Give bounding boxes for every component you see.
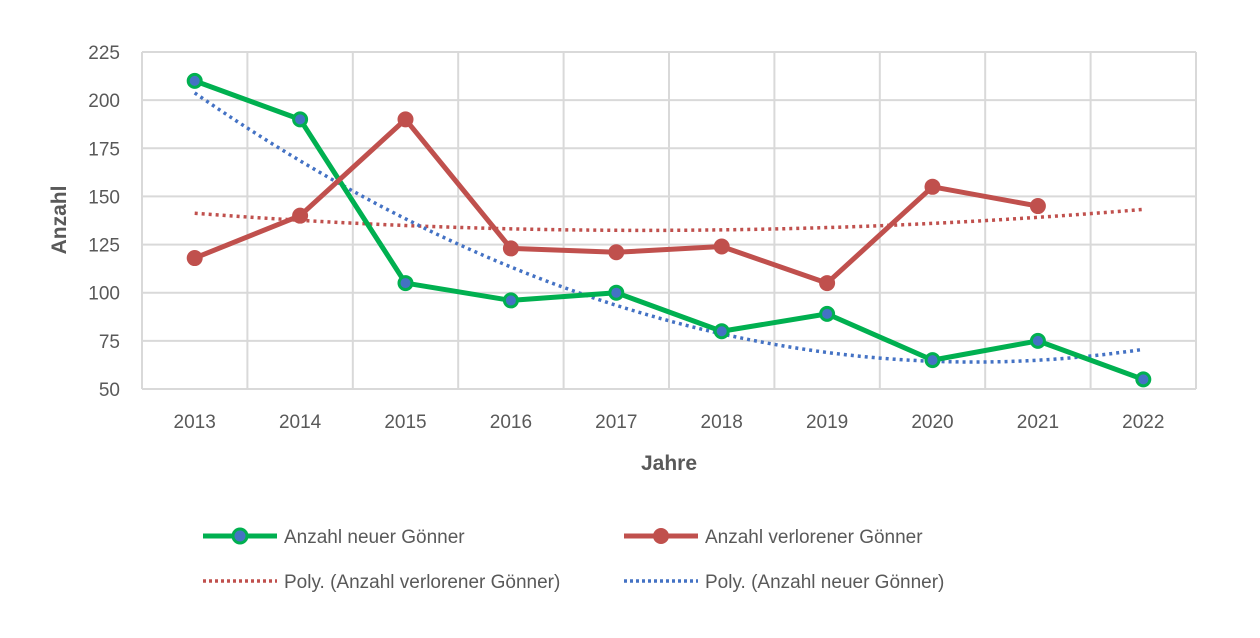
x-tick-label: 2013 [174,412,216,433]
legend-item-verlorene[interactable]: Anzahl verlorener Gönner [624,527,923,548]
x-tick-label: 2022 [1122,412,1164,433]
legend-item-poly-neue[interactable]: Poly. (Anzahl neuer Gönner) [624,572,944,593]
data-point [1135,371,1152,388]
x-tick-label: 2018 [701,412,743,433]
legend: Anzahl neuer Gönner Anzahl verlorener Gö… [203,527,944,593]
data-point [1029,198,1046,215]
data-point [819,275,836,292]
x-tick-label: 2019 [806,412,848,433]
y-tick-label: 125 [88,236,120,257]
y-tick-labels: 50 75 100 125 150 175 200 225 [88,43,120,401]
legend-label: Poly. (Anzahl neuer Gönner) [705,572,944,593]
x-tick-label: 2020 [911,412,953,433]
legend-marker [231,527,249,545]
y-tick-label: 50 [99,380,120,401]
y-tick-label: 100 [88,284,120,305]
data-point [186,72,203,89]
x-tick-labels: 2013 2014 2015 2016 2017 2018 2019 2020 2021 2022 [174,412,1165,433]
data-point [292,111,309,128]
trendline [194,207,1144,233]
data-point [502,292,519,309]
data-point [924,178,941,195]
x-axis-title: Jahre [641,452,697,475]
legend-label: Poly. (Anzahl verlorener Gönner) [284,572,560,593]
legend-marker [653,528,669,544]
y-tick-label: 75 [99,332,120,353]
data-point [608,284,625,301]
data-point [186,250,203,267]
trendline [193,91,1144,364]
y-tick-label: 150 [88,187,120,208]
y-tick-label: 225 [88,43,120,64]
data-point [924,352,941,369]
series-lines [186,72,1152,388]
x-tick-label: 2021 [1017,412,1059,433]
data-point [1029,332,1046,349]
trendlines [193,91,1144,364]
legend-label: Anzahl neuer Gönner [284,527,465,548]
data-point [397,275,414,292]
data-point [292,207,309,224]
x-tick-label: 2014 [279,412,322,433]
y-tick-label: 200 [88,91,120,112]
data-point [608,244,625,261]
data-point [713,323,730,340]
legend-item-neue[interactable]: Anzahl neuer Gönner [203,527,465,548]
data-point [397,111,414,128]
x-tick-label: 2016 [490,412,532,433]
data-point [502,240,519,257]
x-tick-label: 2017 [595,412,637,433]
x-tick-label: 2015 [384,412,426,433]
series-line [193,78,1145,382]
legend-label: Anzahl verlorener Gönner [705,527,923,548]
data-point [819,305,836,322]
legend-item-poly-verlorene[interactable]: Poly. (Anzahl verlorener Gönner) [203,572,560,593]
y-axis-title: Anzahl [48,186,71,255]
data-point [713,238,730,255]
y-tick-label: 175 [88,139,120,160]
